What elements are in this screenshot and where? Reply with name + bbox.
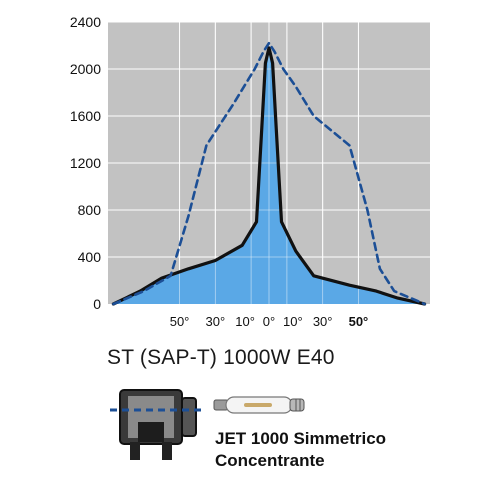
y-tick-label: 400 [78,249,102,265]
series-1-line [112,41,426,306]
model-name: JET 1000 Simmetrico Concentrante [215,428,386,472]
y-tick-label: 1600 [70,108,101,124]
x-tick-label: 0° [263,314,275,329]
y-tick-label: 800 [78,202,102,218]
plot-area: 0 400 800 1200 1600 2000 2400 50° 30° 10° 0° 10° 30°… [70,14,430,329]
y-tick-label: 0 [93,296,101,312]
x-tick-label: 50° [349,314,369,329]
x-tick-label: 30° [205,314,225,329]
product-title: ST (SAP-T) 1000W E40 [107,346,335,369]
x-tick-label: 10° [235,314,255,329]
y-tick-label: 1200 [70,155,101,171]
x-tick-label: 50° [170,314,190,329]
y-tick-label: 2000 [70,61,101,77]
x-tick-label: 10° [283,314,303,329]
series-0-line [111,46,427,306]
lamp-bulb-icon [213,396,305,414]
y-tick-label: 2400 [70,14,101,30]
model-name-line2: Concentrante [215,451,325,470]
luminaire-icon [110,389,206,460]
model-name-line1: JET 1000 Simmetrico [215,429,387,448]
x-tick-label: 30° [313,314,333,329]
